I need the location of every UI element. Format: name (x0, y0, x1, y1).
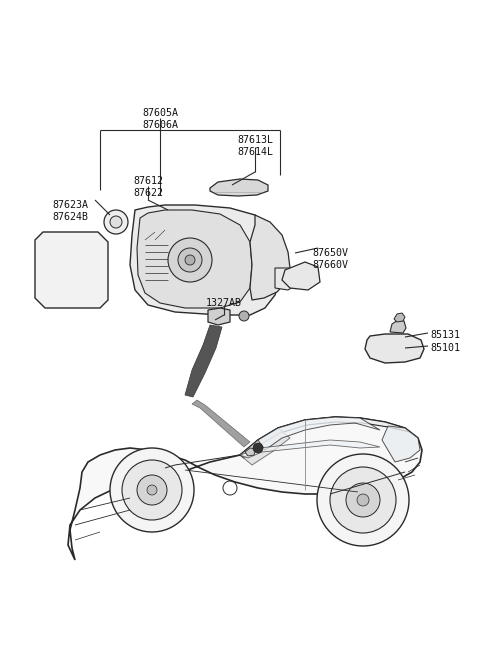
Polygon shape (365, 334, 424, 363)
Circle shape (253, 443, 263, 453)
Polygon shape (258, 417, 380, 450)
Polygon shape (394, 313, 405, 322)
Polygon shape (282, 262, 320, 290)
Circle shape (346, 483, 380, 517)
Circle shape (147, 485, 157, 495)
Circle shape (122, 460, 182, 520)
Polygon shape (245, 448, 256, 456)
Text: 87612
87622: 87612 87622 (133, 176, 163, 198)
Circle shape (110, 448, 194, 532)
Circle shape (168, 238, 212, 282)
Circle shape (185, 255, 195, 265)
Text: 87605A
87606A: 87605A 87606A (142, 108, 178, 130)
Polygon shape (390, 320, 406, 333)
Polygon shape (185, 325, 222, 397)
Polygon shape (130, 205, 280, 315)
Text: 87613L
87614L: 87613L 87614L (237, 135, 273, 157)
Circle shape (178, 248, 202, 272)
Circle shape (239, 311, 249, 321)
Circle shape (110, 216, 122, 228)
Text: 87623A
87624B: 87623A 87624B (52, 200, 88, 221)
Text: 85101: 85101 (430, 343, 460, 353)
Polygon shape (192, 400, 250, 447)
Circle shape (104, 210, 128, 234)
Polygon shape (250, 215, 290, 300)
Polygon shape (35, 232, 108, 308)
Polygon shape (275, 268, 297, 290)
Circle shape (317, 454, 409, 546)
Polygon shape (68, 417, 422, 560)
Circle shape (330, 467, 396, 533)
Circle shape (357, 494, 369, 506)
Polygon shape (137, 210, 252, 308)
Polygon shape (382, 426, 420, 462)
Polygon shape (240, 428, 290, 465)
Polygon shape (240, 440, 380, 458)
Circle shape (137, 475, 167, 505)
Polygon shape (240, 417, 410, 458)
Polygon shape (208, 308, 230, 325)
Text: 87650V
87660V: 87650V 87660V (312, 248, 348, 270)
Text: 1327AB: 1327AB (206, 298, 242, 308)
Polygon shape (210, 179, 268, 196)
Text: 85131: 85131 (430, 330, 460, 340)
